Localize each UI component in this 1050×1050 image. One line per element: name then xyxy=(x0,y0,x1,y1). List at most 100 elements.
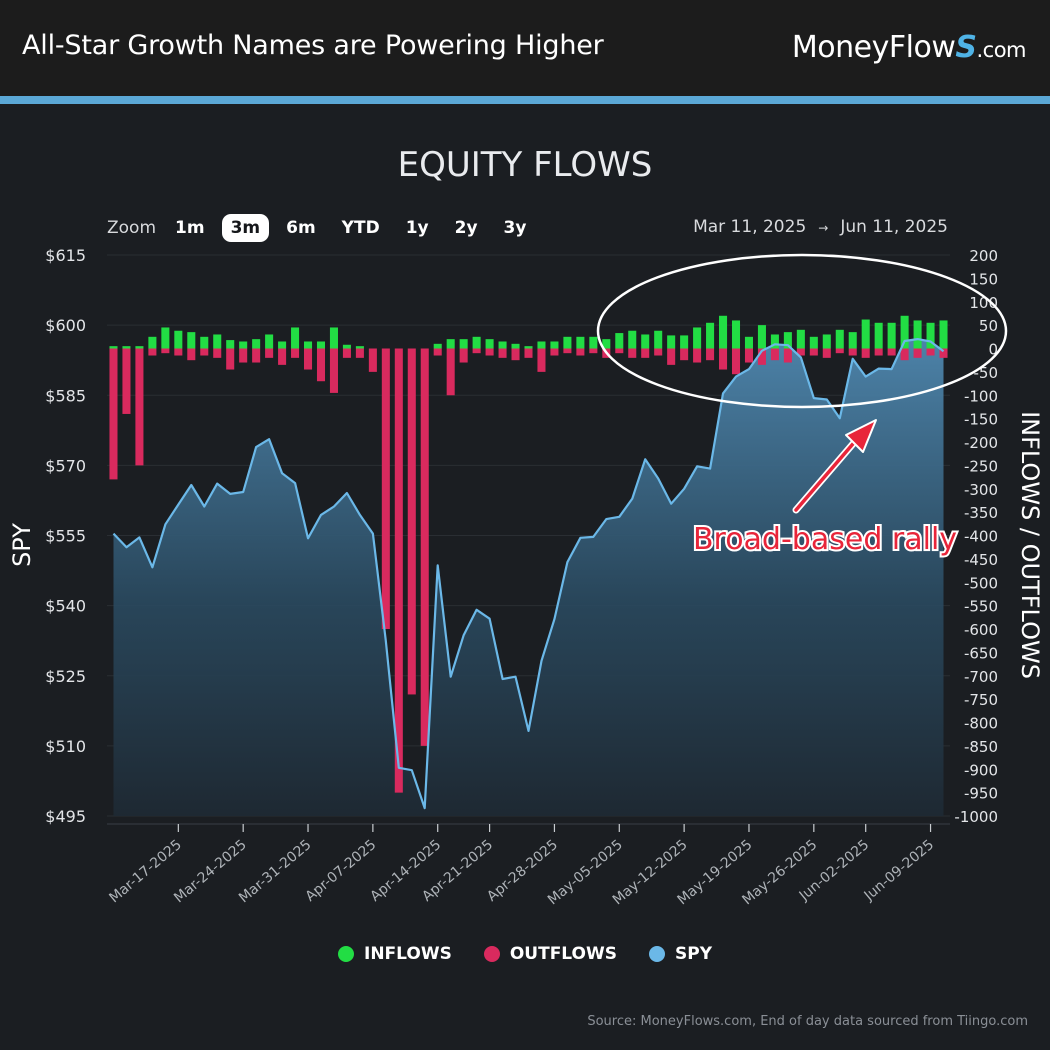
legend-item-inflows[interactable]: INFLOWS xyxy=(338,944,452,964)
y-right-tick-label: -150 xyxy=(964,411,998,429)
inflow-bar xyxy=(511,343,520,349)
inflow-bar xyxy=(161,327,170,349)
y-left-tick-label: $600 xyxy=(45,316,86,335)
inflow-bar xyxy=(226,340,235,349)
inflow-bar xyxy=(939,320,948,349)
y-left-tick-label: $495 xyxy=(45,807,86,826)
zoom-3m-button[interactable]: 3m xyxy=(221,214,270,242)
inflow-bar xyxy=(667,335,676,349)
legend-label-inflows: INFLOWS xyxy=(364,944,452,964)
outflow-bar xyxy=(731,348,741,375)
outflow-bar xyxy=(252,348,261,363)
outflow-bar xyxy=(394,348,403,793)
y-left-tick-label: $540 xyxy=(45,597,86,616)
inflow-bar xyxy=(148,336,157,349)
inflow-bar xyxy=(239,341,248,349)
y-right-tick-label: 50 xyxy=(979,317,998,335)
brand-logo[interactable]: MoneyFlowS.com xyxy=(792,30,1027,65)
outflow-bar xyxy=(939,348,948,358)
x-tick-label: Jun-09-2025 xyxy=(861,837,937,905)
inflow-bar xyxy=(472,336,481,349)
outflow-bar xyxy=(628,348,637,358)
outflow-bar xyxy=(485,348,494,356)
outflow-bar xyxy=(239,348,248,363)
outflow-bar xyxy=(148,348,157,356)
inflows-dot-icon xyxy=(338,946,354,962)
range-from-input[interactable]: Mar 11, 2025 xyxy=(693,217,807,237)
inflow-bar xyxy=(200,336,209,349)
outflow-bar xyxy=(900,348,909,361)
spy-dot-icon xyxy=(648,946,665,962)
inflow-bar xyxy=(744,336,753,349)
outflow-bar xyxy=(381,348,390,629)
zoom-1y-button[interactable]: 1y xyxy=(405,218,429,238)
outflow-bar xyxy=(200,348,209,356)
zoom-6m-button[interactable]: 6m xyxy=(286,218,316,238)
outflow-bar xyxy=(770,348,779,361)
inflow-bar xyxy=(731,320,741,349)
outflow-bar xyxy=(537,348,546,372)
header-bar: All-Star Growth Names are Powering Highe… xyxy=(0,0,1050,96)
inflow-bar xyxy=(835,329,844,349)
inflow-bar xyxy=(135,346,144,349)
outflow-bar xyxy=(693,348,702,363)
outflow-bar xyxy=(680,348,689,361)
outflow-bar xyxy=(316,348,326,382)
inflow-bar xyxy=(641,334,650,349)
outflow-bar xyxy=(511,348,520,361)
zoom-2y-button[interactable]: 2y xyxy=(454,218,478,238)
outflow-bar xyxy=(472,348,481,354)
zoom-selector: Zoom 1m 3m 6m YTD 1y 2y 3y xyxy=(107,212,543,244)
annotation-ellipse xyxy=(596,253,1008,409)
inflow-bar xyxy=(342,344,351,349)
inflow-bar xyxy=(900,315,909,349)
y-left-axis-title: SPY xyxy=(8,523,36,567)
inflow-bar xyxy=(822,334,831,349)
flow-bars xyxy=(109,315,948,793)
outflow-bar xyxy=(654,348,663,356)
outflow-bar xyxy=(446,348,455,396)
outflow-bar xyxy=(187,348,196,361)
inflow-bar xyxy=(524,346,533,349)
annotation-arrow-shaft xyxy=(794,436,860,512)
legend-item-outflows[interactable]: OUTFLOWS xyxy=(483,944,617,964)
outflow-bar xyxy=(329,348,338,393)
outflow-bar xyxy=(913,348,922,358)
brand-s-mark: S xyxy=(955,30,977,65)
range-to-input[interactable]: Jun 11, 2025 xyxy=(840,217,948,237)
inflow-bar xyxy=(693,327,702,349)
legend-item-spy[interactable]: SPY xyxy=(648,944,712,964)
y-right-tick-label: -900 xyxy=(964,761,998,779)
source-note: Source: MoneyFlows.com, End of day data … xyxy=(587,1014,1028,1029)
chart-title: EQUITY FLOWS xyxy=(397,145,653,185)
y-right-tick-label: -300 xyxy=(964,481,998,499)
outflow-bar xyxy=(433,348,442,356)
zoom-1m-button[interactable]: 1m xyxy=(175,218,205,238)
spy-line-path xyxy=(112,338,945,810)
inflow-bar xyxy=(213,334,222,349)
annotation-label: Broad-based rally xyxy=(693,522,957,557)
inflow-bar xyxy=(602,339,611,349)
y-right-tick-label: -450 xyxy=(964,551,998,569)
outflow-bar xyxy=(265,348,274,358)
inflow-bar xyxy=(498,341,507,349)
y-right-tick-label: -750 xyxy=(964,691,998,709)
inflow-bar xyxy=(291,327,300,349)
legend-label-spy: SPY xyxy=(674,944,712,964)
spy-line xyxy=(112,338,945,810)
inflow-bar xyxy=(459,339,468,349)
outflow-bar xyxy=(887,348,896,356)
outflow-bar xyxy=(355,348,364,358)
inflow-bar xyxy=(316,341,326,349)
inflow-bar xyxy=(783,332,792,349)
y-right-tick-label: -550 xyxy=(964,598,998,616)
zoom-3y-button[interactable]: 3y xyxy=(503,218,527,238)
zoom-ytd-button[interactable]: YTD xyxy=(341,218,380,238)
y-right-tick-label: 150 xyxy=(969,270,998,288)
y-left-tick-label: $555 xyxy=(45,527,86,546)
y-right-tick-label: -700 xyxy=(964,668,998,686)
outflow-bar xyxy=(926,348,935,356)
outflow-bar xyxy=(706,348,715,361)
accent-bar xyxy=(0,96,1050,104)
outflow-bar xyxy=(667,348,676,365)
